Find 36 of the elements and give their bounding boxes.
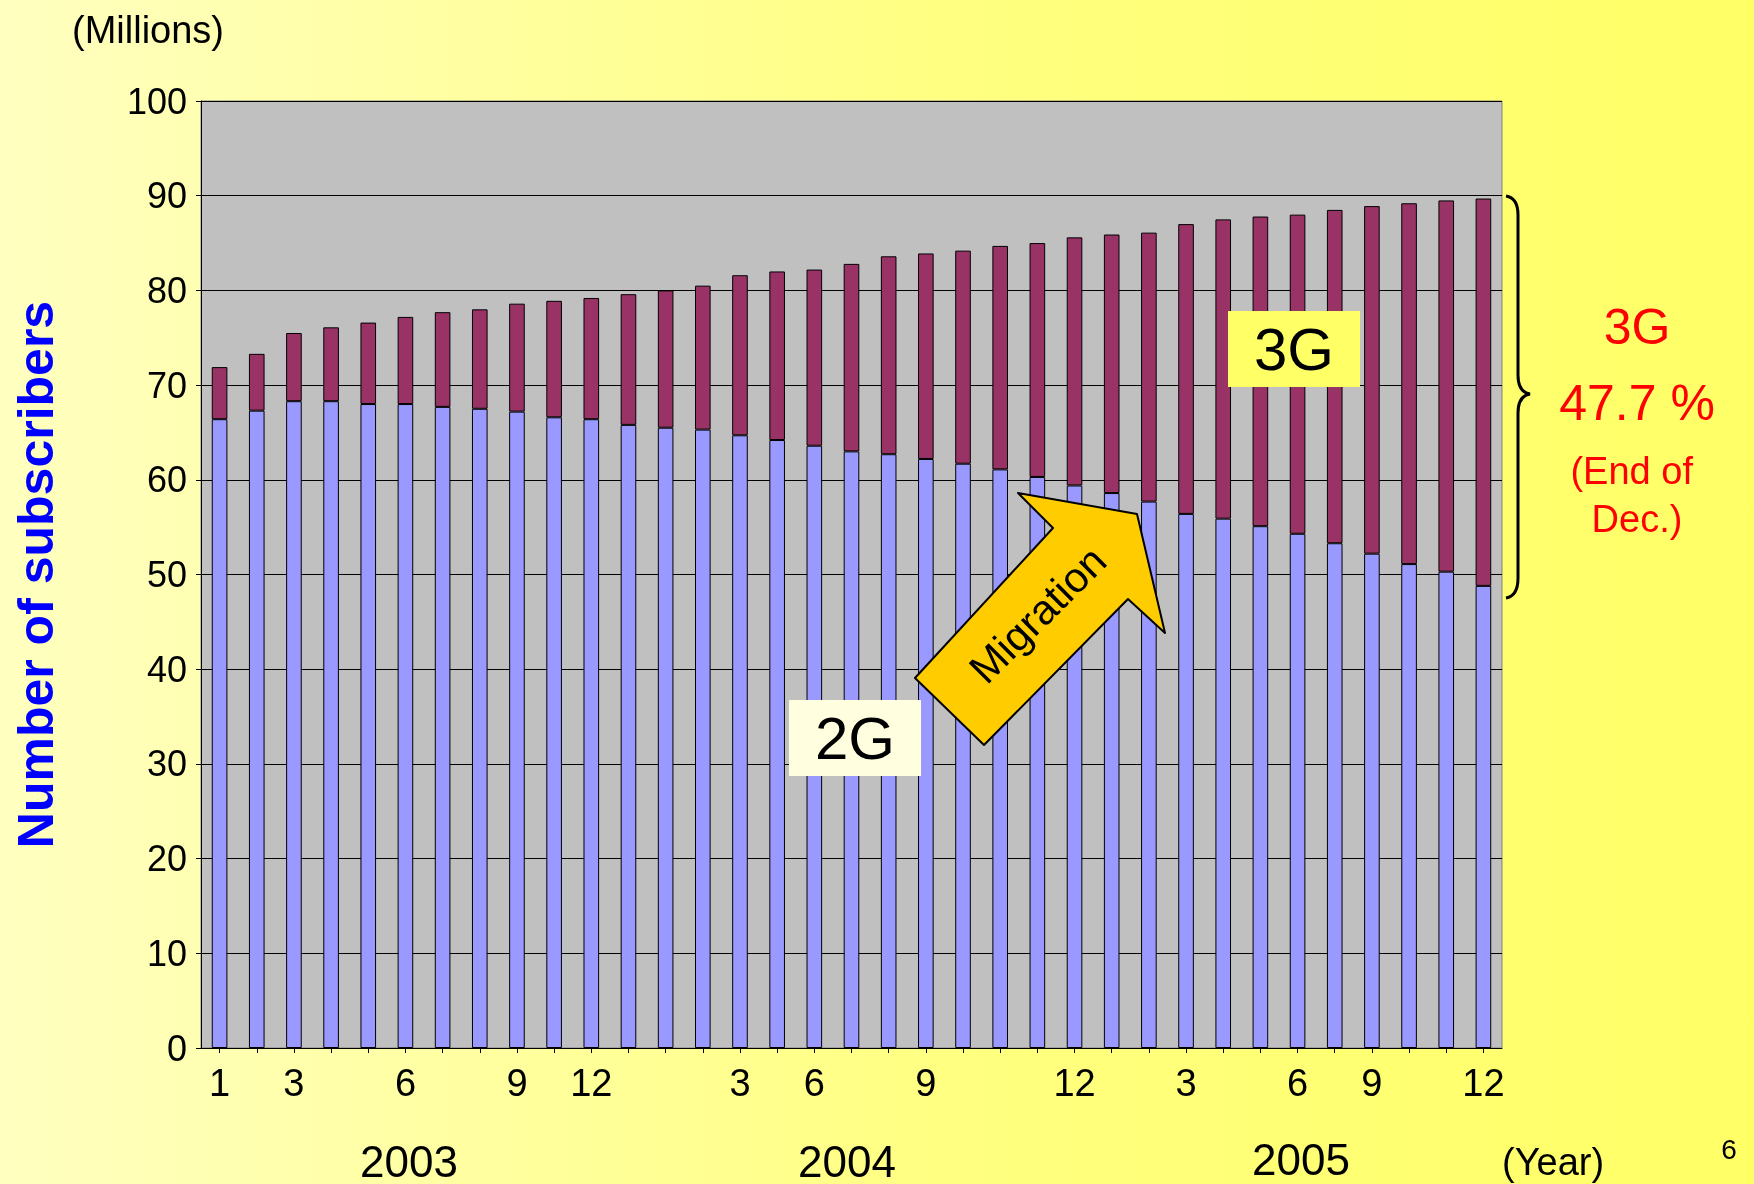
- x-tick-label: 9: [506, 1062, 528, 1104]
- x-tick-label: 12: [1053, 1062, 1096, 1104]
- text: (End of Dec.): [1570, 450, 1704, 540]
- x-tick-label: 12: [570, 1062, 613, 1104]
- series-label: 3G: [1253, 315, 1335, 383]
- y-tick-label: 70: [146, 364, 187, 406]
- y-tick-label: 60: [146, 459, 187, 501]
- x-tick-label: 6: [394, 1062, 417, 1104]
- text: 6: [1721, 1133, 1737, 1165]
- x-tick-label: 9: [1361, 1062, 1383, 1104]
- x-tick-label: 1: [209, 1062, 231, 1104]
- text: 2003: [360, 1136, 458, 1184]
- text: 2005: [1252, 1134, 1350, 1184]
- y-tick-label: 30: [146, 743, 187, 785]
- x-tick-label: 3: [729, 1062, 751, 1104]
- y-tick-label: 80: [146, 269, 187, 311]
- y-tick-label: 90: [146, 175, 187, 217]
- y-axis-title: Number of subscribers: [8, 300, 64, 849]
- text: (Millions): [72, 9, 224, 51]
- x-tick-label: 12: [1462, 1062, 1505, 1104]
- x-tick-label: 9: [915, 1062, 937, 1104]
- x-tick-label: 6: [1286, 1062, 1309, 1104]
- text: 2004: [798, 1136, 896, 1184]
- series-label: 2G: [814, 704, 896, 772]
- x-tick-label: 6: [803, 1062, 825, 1104]
- text: 3G: [1603, 299, 1671, 355]
- y-tick-label: 0: [166, 1027, 187, 1069]
- y-tick-label: 50: [146, 554, 187, 595]
- y-tick-label: 40: [146, 648, 187, 690]
- x-axis-title: (Year): [1502, 1141, 1605, 1183]
- y-tick-label: 10: [146, 932, 187, 974]
- x-tick-label: 3: [1175, 1062, 1197, 1104]
- y-tick-label: 20: [146, 838, 187, 880]
- y-tick-label: 100: [126, 80, 187, 122]
- x-tick-label: 3: [283, 1062, 305, 1104]
- text: 47.7 %: [1559, 375, 1715, 431]
